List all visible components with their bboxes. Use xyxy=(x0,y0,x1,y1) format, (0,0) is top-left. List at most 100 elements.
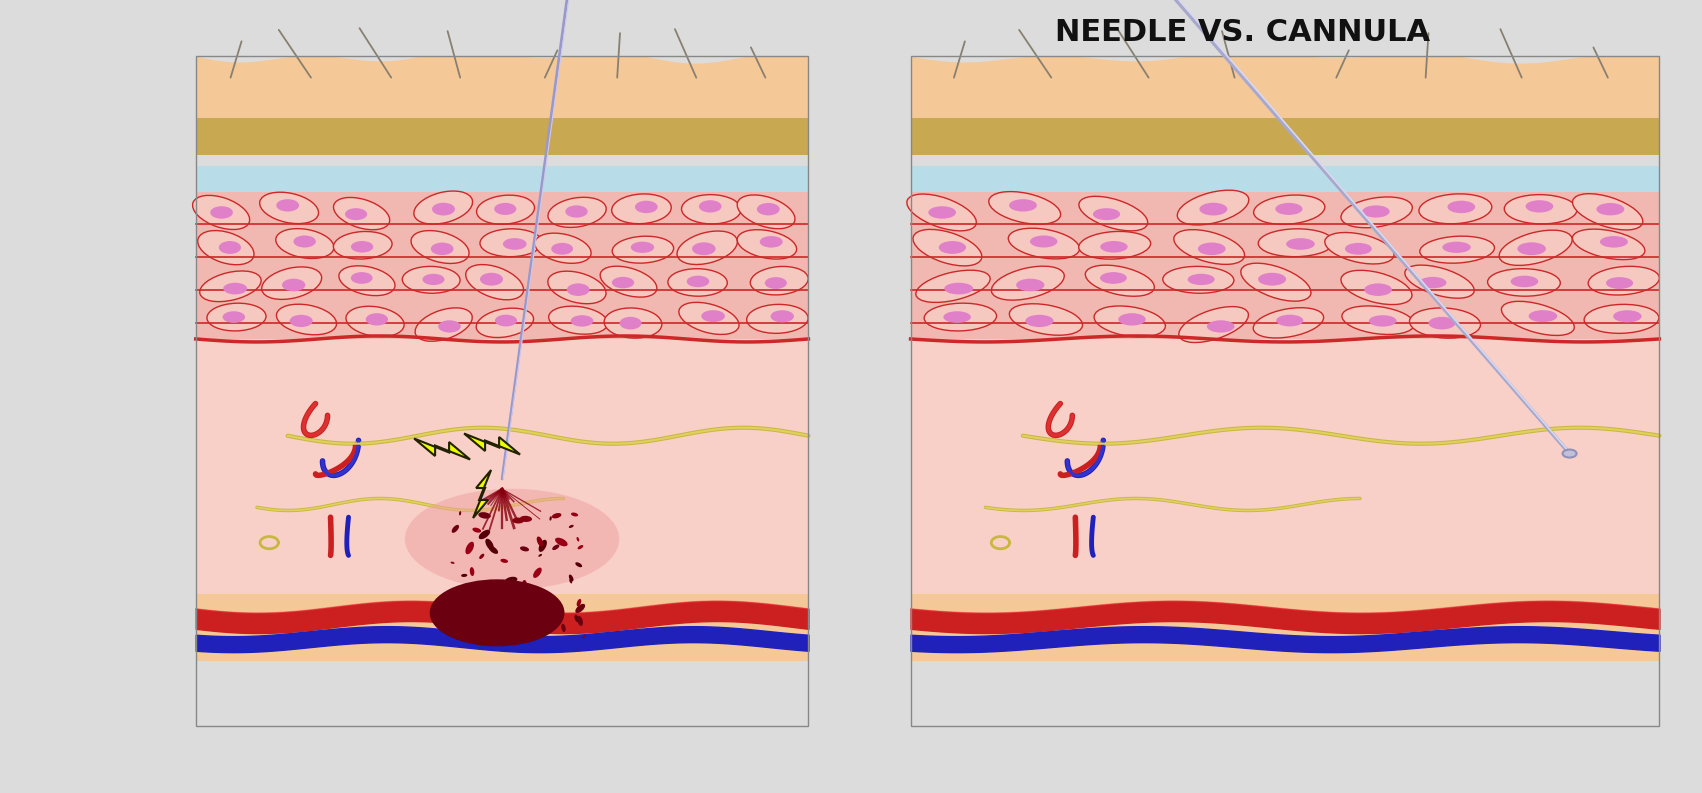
Ellipse shape xyxy=(1573,229,1644,259)
Ellipse shape xyxy=(701,310,725,322)
Ellipse shape xyxy=(523,600,528,604)
Bar xyxy=(196,192,808,343)
Ellipse shape xyxy=(907,194,977,231)
Ellipse shape xyxy=(488,546,499,554)
Bar xyxy=(911,192,1659,343)
Bar xyxy=(196,56,808,726)
Ellipse shape xyxy=(429,580,565,646)
Ellipse shape xyxy=(528,607,540,612)
Ellipse shape xyxy=(538,540,546,552)
Ellipse shape xyxy=(1178,190,1249,225)
Ellipse shape xyxy=(495,315,517,327)
Ellipse shape xyxy=(437,320,461,332)
Ellipse shape xyxy=(679,302,739,335)
Ellipse shape xyxy=(211,206,233,219)
Ellipse shape xyxy=(1009,199,1037,212)
Ellipse shape xyxy=(1419,193,1491,224)
Ellipse shape xyxy=(451,525,460,533)
Ellipse shape xyxy=(611,194,671,224)
Ellipse shape xyxy=(197,231,254,265)
Ellipse shape xyxy=(502,238,526,250)
Ellipse shape xyxy=(700,200,722,213)
Text: NEEDLE VS. CANNULA: NEEDLE VS. CANNULA xyxy=(1055,18,1430,47)
Ellipse shape xyxy=(1419,236,1494,263)
Ellipse shape xyxy=(575,615,579,623)
Ellipse shape xyxy=(631,242,654,253)
Bar xyxy=(911,339,1659,594)
Ellipse shape xyxy=(1600,236,1627,247)
Bar xyxy=(196,56,808,129)
Ellipse shape xyxy=(1365,283,1392,296)
Ellipse shape xyxy=(568,579,572,584)
Ellipse shape xyxy=(431,243,453,255)
Ellipse shape xyxy=(441,625,446,631)
Ellipse shape xyxy=(1174,230,1244,264)
Ellipse shape xyxy=(568,575,574,581)
Ellipse shape xyxy=(334,232,391,259)
Ellipse shape xyxy=(1162,266,1234,293)
Ellipse shape xyxy=(1025,315,1054,327)
Ellipse shape xyxy=(541,624,551,630)
Ellipse shape xyxy=(764,277,786,289)
Ellipse shape xyxy=(223,283,247,294)
Ellipse shape xyxy=(477,308,533,338)
Ellipse shape xyxy=(1287,238,1314,250)
Ellipse shape xyxy=(1276,315,1304,327)
Ellipse shape xyxy=(1588,266,1659,295)
Ellipse shape xyxy=(487,586,490,593)
Ellipse shape xyxy=(1409,308,1481,338)
Ellipse shape xyxy=(415,308,471,341)
Ellipse shape xyxy=(991,266,1064,300)
Ellipse shape xyxy=(751,266,808,295)
Ellipse shape xyxy=(478,512,490,519)
Ellipse shape xyxy=(582,635,585,638)
Ellipse shape xyxy=(495,623,500,628)
Ellipse shape xyxy=(461,574,468,577)
Ellipse shape xyxy=(1562,450,1576,458)
Ellipse shape xyxy=(677,231,737,265)
Ellipse shape xyxy=(276,228,334,259)
Ellipse shape xyxy=(538,554,541,557)
Ellipse shape xyxy=(577,599,582,607)
Ellipse shape xyxy=(1079,232,1151,259)
Bar xyxy=(196,166,808,192)
Ellipse shape xyxy=(620,317,642,329)
Ellipse shape xyxy=(351,241,373,252)
Ellipse shape xyxy=(635,201,657,213)
Ellipse shape xyxy=(465,592,470,602)
Ellipse shape xyxy=(1008,228,1079,259)
Ellipse shape xyxy=(1079,197,1147,231)
Ellipse shape xyxy=(548,306,608,334)
Ellipse shape xyxy=(524,607,528,609)
Ellipse shape xyxy=(1428,317,1455,329)
Bar xyxy=(196,594,808,661)
Ellipse shape xyxy=(1086,265,1154,297)
Ellipse shape xyxy=(541,590,545,595)
Ellipse shape xyxy=(1573,193,1642,230)
Ellipse shape xyxy=(1341,197,1413,228)
Ellipse shape xyxy=(575,603,585,613)
Ellipse shape xyxy=(1341,270,1413,305)
Ellipse shape xyxy=(912,229,982,266)
Ellipse shape xyxy=(1099,272,1127,284)
Ellipse shape xyxy=(1501,301,1574,335)
Ellipse shape xyxy=(757,203,780,216)
Polygon shape xyxy=(473,470,492,518)
Polygon shape xyxy=(465,434,521,454)
Ellipse shape xyxy=(579,616,580,622)
Ellipse shape xyxy=(1118,313,1145,326)
Ellipse shape xyxy=(570,512,579,516)
Bar xyxy=(911,166,1659,192)
Ellipse shape xyxy=(473,527,482,533)
Ellipse shape xyxy=(1099,241,1128,252)
Ellipse shape xyxy=(1241,263,1311,301)
Ellipse shape xyxy=(451,613,454,618)
Ellipse shape xyxy=(916,270,991,302)
Ellipse shape xyxy=(1094,306,1166,337)
Ellipse shape xyxy=(613,236,674,263)
Ellipse shape xyxy=(737,195,795,228)
Ellipse shape xyxy=(494,203,516,215)
Ellipse shape xyxy=(540,592,543,593)
Ellipse shape xyxy=(548,271,606,304)
Ellipse shape xyxy=(601,266,657,297)
